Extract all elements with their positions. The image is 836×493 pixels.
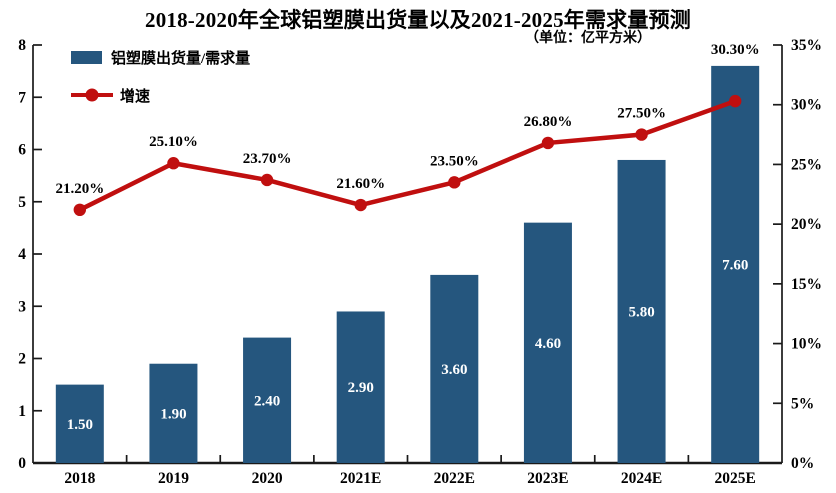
- bar: [55, 384, 104, 463]
- line-point-label: 27.50%: [617, 106, 666, 122]
- chart-title: 2018-2020年全球铝塑膜出货量以及2021-2025年需求量预测: [145, 8, 691, 32]
- bar: [617, 159, 666, 463]
- bar: [430, 274, 479, 463]
- bar: [336, 311, 385, 463]
- right-axis-tick-label: 30%: [791, 97, 822, 114]
- x-axis-category-label: 2019: [158, 470, 189, 487]
- line-point: [260, 173, 274, 187]
- right-axis-tick-label: 15%: [791, 276, 822, 293]
- line-point-label: 25.10%: [149, 134, 198, 150]
- line-point: [728, 94, 742, 108]
- left-axis-tick-label: 2: [18, 351, 26, 368]
- line-point-label: 23.70%: [243, 151, 292, 167]
- left-axis-tick-label: 3: [18, 298, 26, 315]
- right-axis-tick-label: 0%: [791, 455, 814, 472]
- right-axis-tick-label: 10%: [791, 336, 822, 353]
- left-axis-tick-label: 4: [18, 246, 26, 263]
- bar: [149, 363, 198, 463]
- left-axis-tick-label: 6: [18, 142, 26, 159]
- line-point: [448, 176, 461, 189]
- chart-unit-note: （单位：亿平方米）: [525, 31, 651, 46]
- legend: 铝塑膜出货量/需求量 增速: [71, 49, 250, 125]
- bar: [243, 337, 292, 463]
- x-axis-category-label: 2024E: [621, 470, 662, 487]
- bar-value-label: 1.90: [160, 406, 186, 422]
- x-axis-category-label: 2020: [252, 470, 283, 487]
- line-marker-icon: [85, 88, 99, 102]
- left-axis-tick-label: 0: [18, 455, 26, 472]
- bar-value-label: 7.60: [722, 257, 748, 273]
- right-axis-tick-label: 20%: [791, 216, 822, 233]
- line-point-label: 21.20%: [55, 181, 104, 197]
- legend-label-shipments: 铝塑膜出货量/需求量: [111, 50, 251, 67]
- left-axis-tick-label: 5: [18, 194, 26, 211]
- line-point: [167, 157, 180, 170]
- line-point-label: 26.80%: [524, 114, 573, 130]
- x-axis-category-label: 2021E: [340, 470, 381, 487]
- line-point: [354, 198, 367, 212]
- line-point: [635, 128, 648, 141]
- right-axis-tick-label: 5%: [791, 395, 814, 412]
- x-axis-category-label: 2018: [64, 470, 95, 487]
- line-point: [541, 136, 555, 150]
- line-point-label: 30.30%: [711, 42, 760, 58]
- bar: [711, 65, 760, 464]
- bar-value-label: 1.50: [67, 417, 93, 433]
- bar-value-label: 3.60: [441, 362, 467, 378]
- x-axis-category-label: 2022E: [434, 470, 475, 487]
- legend-label-growth: 增速: [120, 88, 151, 105]
- left-axis-tick-label: 7: [18, 89, 26, 106]
- right-axis-tick-label: 25%: [791, 156, 822, 173]
- legend-item-growth: 增速: [71, 87, 250, 105]
- bar-swatch-icon: [71, 50, 102, 64]
- line-point: [73, 203, 87, 217]
- bar-value-label: 2.90: [348, 380, 374, 396]
- right-axis-tick-label: 35%: [791, 37, 822, 54]
- x-axis-category-label: 2023E: [527, 470, 568, 487]
- line-point-label: 23.50%: [430, 153, 479, 169]
- legend-item-shipments: 铝塑膜出货量/需求量: [71, 49, 251, 67]
- left-axis-tick-label: 1: [18, 403, 26, 420]
- x-axis-category-label: 2025E: [715, 470, 756, 487]
- left-axis-tick-label: 8: [18, 37, 26, 54]
- bar: [523, 222, 572, 463]
- bar-value-label: 2.40: [254, 393, 280, 409]
- line-dot-swatch-icon: [71, 88, 113, 102]
- line-point-label: 21.60%: [336, 176, 385, 192]
- bar-value-label: 4.60: [535, 336, 561, 352]
- bar-value-label: 5.80: [628, 304, 654, 320]
- growth-line: [77, 98, 738, 213]
